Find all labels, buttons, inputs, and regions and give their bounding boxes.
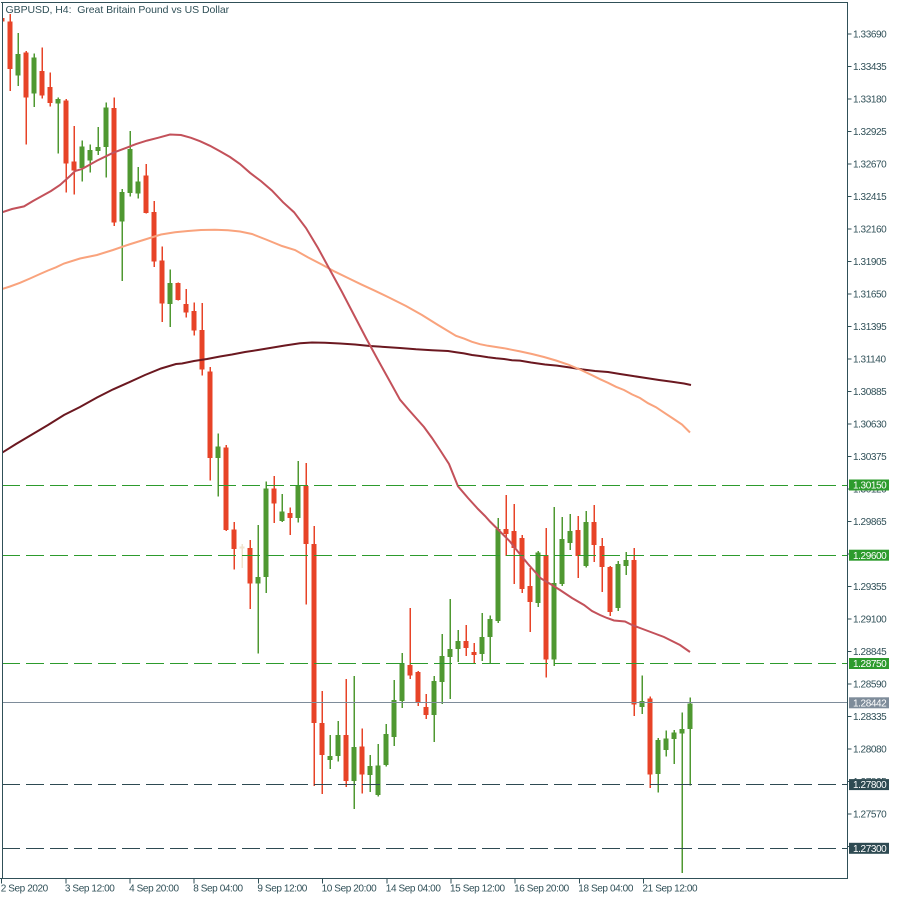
svg-text:1.30375: 1.30375	[853, 452, 887, 463]
svg-text:1.28080: 1.28080	[853, 744, 887, 755]
svg-text:1.30150: 1.30150	[853, 481, 887, 492]
svg-text:1.31905: 1.31905	[853, 257, 887, 268]
svg-text:1.30630: 1.30630	[853, 419, 887, 430]
svg-text:1.27300: 1.27300	[853, 844, 887, 855]
svg-text:1.29600: 1.29600	[853, 551, 887, 562]
svg-text:1.28845: 1.28845	[853, 647, 887, 658]
svg-text:15 Sep 12:00: 15 Sep 12:00	[450, 884, 506, 895]
svg-text:1.28590: 1.28590	[853, 679, 887, 690]
svg-text:1.33180: 1.33180	[853, 94, 887, 105]
svg-text:1.27570: 1.27570	[853, 809, 887, 820]
svg-text:1.32925: 1.32925	[853, 127, 887, 138]
svg-text:1.29100: 1.29100	[853, 614, 887, 625]
svg-text:1.28750: 1.28750	[853, 659, 887, 670]
svg-text:16 Sep 20:00: 16 Sep 20:00	[514, 884, 570, 895]
svg-text:1.28442: 1.28442	[853, 698, 887, 709]
svg-text:1.33690: 1.33690	[853, 29, 887, 40]
svg-text:1.29355: 1.29355	[853, 582, 887, 593]
svg-text:1.31395: 1.31395	[853, 322, 887, 333]
svg-text:8 Sep 04:00: 8 Sep 04:00	[193, 884, 243, 895]
svg-text:4 Sep 20:00: 4 Sep 20:00	[129, 884, 179, 895]
svg-text:1.29865: 1.29865	[853, 517, 887, 528]
svg-text:1.32415: 1.32415	[853, 192, 887, 203]
svg-text:1.32160: 1.32160	[853, 224, 887, 235]
svg-text:1.31650: 1.31650	[853, 289, 887, 300]
svg-text:1.27800: 1.27800	[853, 780, 887, 791]
svg-text:2 Sep 2020: 2 Sep 2020	[1, 884, 49, 895]
svg-text:10 Sep 20:00: 10 Sep 20:00	[322, 884, 378, 895]
svg-text:1.33435: 1.33435	[853, 62, 887, 73]
svg-text:GBPUSD, H4: Great Britain Pou: GBPUSD, H4: Great Britain Pound vs US Do…	[6, 4, 230, 16]
svg-text:3 Sep 12:00: 3 Sep 12:00	[65, 884, 115, 895]
svg-text:14 Sep 04:00: 14 Sep 04:00	[386, 884, 442, 895]
svg-text:18 Sep 04:00: 18 Sep 04:00	[578, 884, 634, 895]
svg-text:1.30885: 1.30885	[853, 387, 887, 398]
svg-text:1.31140: 1.31140	[853, 354, 886, 365]
svg-text:9 Sep 12:00: 9 Sep 12:00	[257, 884, 307, 895]
svg-text:1.28335: 1.28335	[853, 712, 887, 723]
svg-text:21 Sep 12:00: 21 Sep 12:00	[643, 884, 699, 895]
svg-text:1.32670: 1.32670	[853, 159, 887, 170]
